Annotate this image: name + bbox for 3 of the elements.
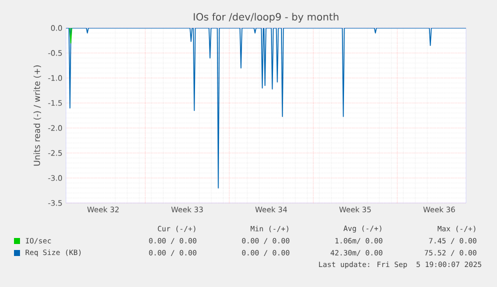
chart-title: IOs for /dev/loop9 - by month: [194, 12, 338, 23]
y-axis-title: Units read (-) / write (+): [34, 65, 42, 166]
line-series: [66, 28, 466, 188]
